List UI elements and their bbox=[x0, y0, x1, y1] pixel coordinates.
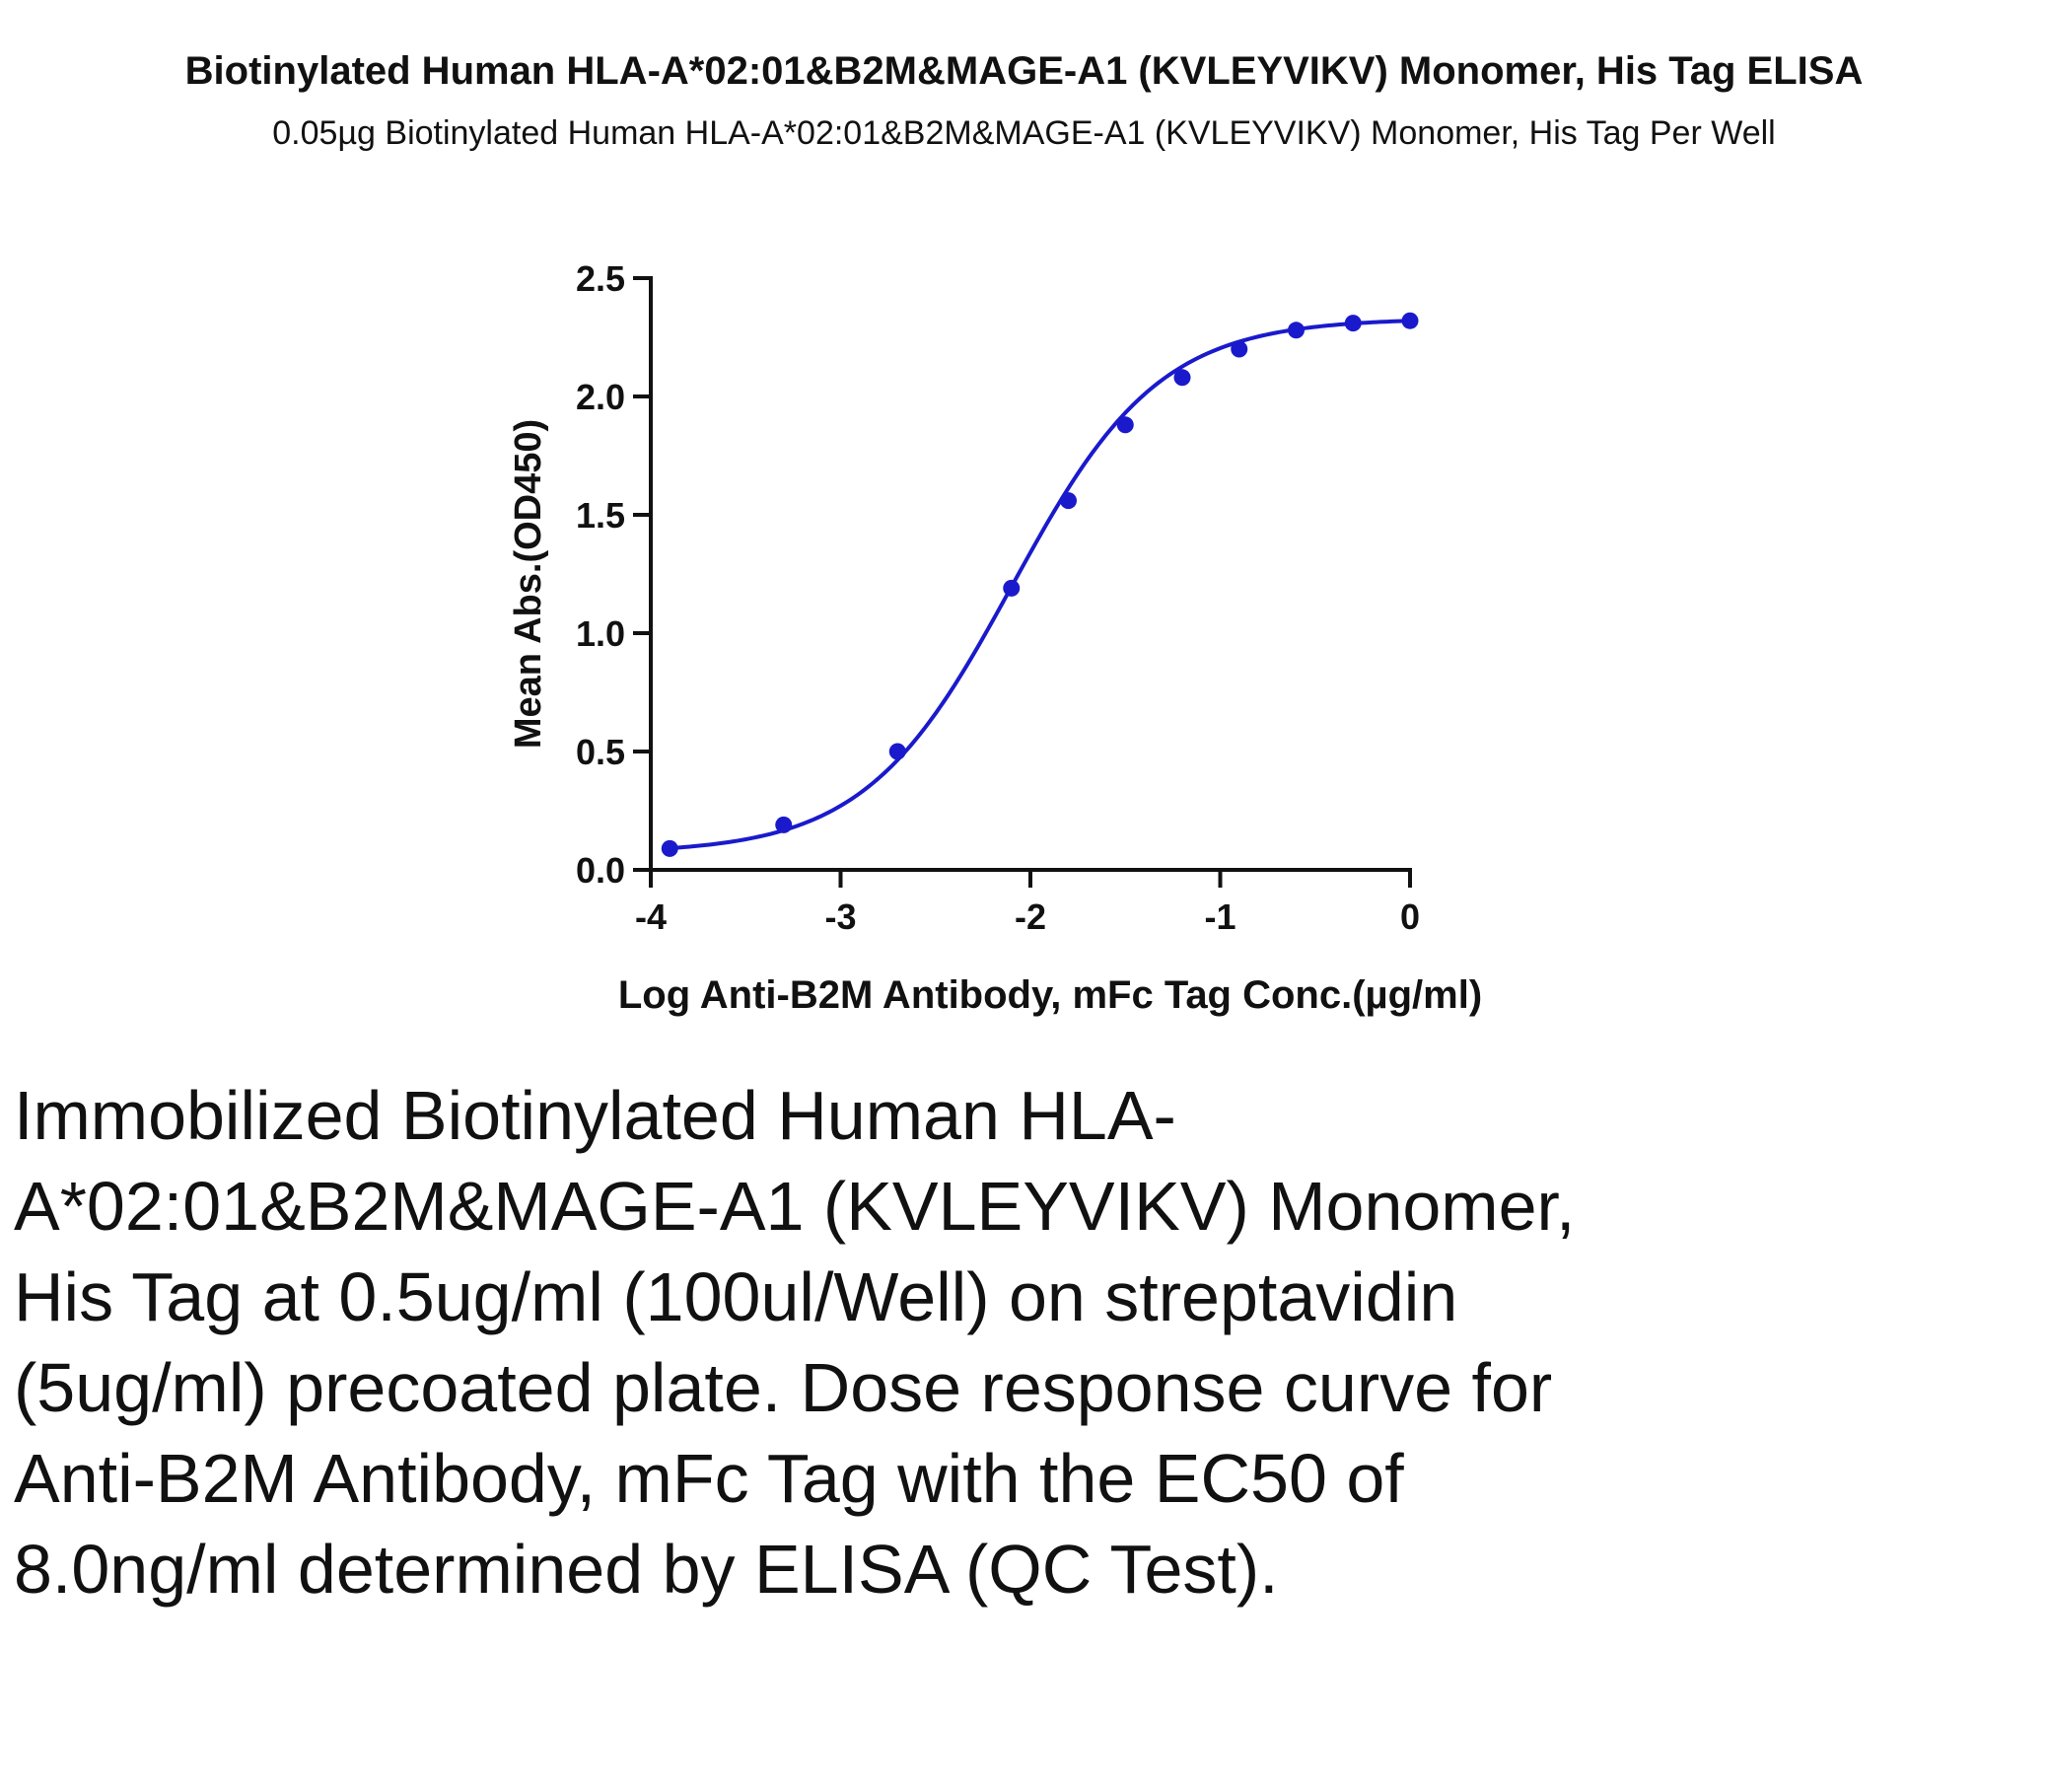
y-tick-label: 2.0 bbox=[576, 377, 625, 417]
data-point bbox=[1173, 369, 1191, 387]
y-tick-label: 0.5 bbox=[576, 732, 625, 772]
data-point bbox=[1060, 492, 1077, 510]
x-tick-label: -1 bbox=[1204, 896, 1236, 937]
y-tick-label: 1.0 bbox=[576, 613, 625, 654]
x-tick-label: -4 bbox=[635, 896, 667, 937]
axes bbox=[633, 276, 1412, 872]
y-ticks: 0.0 0.5 1.0 1.5 2.0 2.5 bbox=[576, 258, 651, 891]
data-point bbox=[1344, 315, 1362, 332]
data-point bbox=[888, 743, 906, 760]
chart-subtitle: 0.05µg Biotinylated Human HLA-A*02:01&B2… bbox=[272, 114, 1776, 152]
y-tick-label: 2.5 bbox=[576, 258, 625, 299]
x-tick-label: -3 bbox=[824, 896, 856, 937]
y-axis-label: Mean Abs.(OD450) bbox=[508, 419, 549, 749]
data-point bbox=[1116, 416, 1134, 434]
x-tick-label: 0 bbox=[1400, 896, 1420, 937]
data-point bbox=[775, 816, 793, 833]
y-tick-label: 1.5 bbox=[576, 495, 625, 536]
fit-curve bbox=[670, 319, 1411, 851]
figure-caption: Immobilized Biotinylated Human HLA-A*02:… bbox=[14, 1077, 1576, 1608]
data-point bbox=[1288, 322, 1305, 339]
data-point bbox=[1231, 340, 1248, 358]
elisa-dose-response-chart: 0.0 0.5 1.0 1.5 2.0 2.5 -4 -3 -2 -1 0 Log Anti-B2… bbox=[508, 258, 1482, 1017]
chart-title: Biotinylated Human HLA-A*02:01&B2M&MAGE-… bbox=[184, 49, 1864, 93]
data-point bbox=[661, 839, 678, 857]
x-ticks: -4 -3 -2 -1 0 bbox=[635, 870, 1420, 937]
y-tick-label: 0.0 bbox=[576, 850, 625, 891]
data-point bbox=[1401, 312, 1419, 329]
x-axis-label: Log Anti-B2M Antibody, mFc Tag Conc.(µg/… bbox=[618, 973, 1482, 1017]
data-point bbox=[1003, 579, 1021, 597]
data-points bbox=[661, 312, 1419, 857]
x-tick-label: -2 bbox=[1015, 896, 1046, 937]
